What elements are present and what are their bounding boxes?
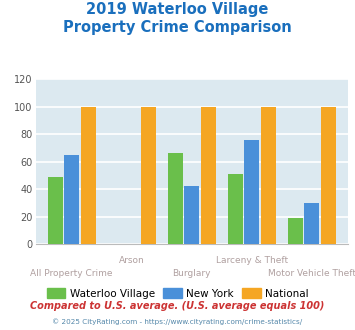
Text: Motor Vehicle Theft: Motor Vehicle Theft xyxy=(268,269,355,278)
Bar xyxy=(64,155,79,244)
Bar xyxy=(288,218,303,244)
Text: 2019 Waterloo Village: 2019 Waterloo Village xyxy=(86,2,269,16)
Legend: Waterloo Village, New York, National: Waterloo Village, New York, National xyxy=(43,284,312,303)
Bar xyxy=(304,203,320,244)
Text: Arson: Arson xyxy=(119,256,144,265)
Bar xyxy=(81,107,95,244)
Bar xyxy=(261,107,276,244)
Bar xyxy=(228,174,243,244)
Bar xyxy=(321,107,336,244)
Text: Larceny & Theft: Larceny & Theft xyxy=(216,256,288,265)
Bar xyxy=(48,177,62,244)
Text: All Property Crime: All Property Crime xyxy=(30,269,113,278)
Bar xyxy=(168,153,183,244)
Text: Property Crime Comparison: Property Crime Comparison xyxy=(63,20,292,35)
Bar xyxy=(201,107,216,244)
Text: Compared to U.S. average. (U.S. average equals 100): Compared to U.S. average. (U.S. average … xyxy=(30,301,325,311)
Bar xyxy=(244,140,259,244)
Bar xyxy=(184,186,199,244)
Text: Burglary: Burglary xyxy=(173,269,211,278)
Text: © 2025 CityRating.com - https://www.cityrating.com/crime-statistics/: © 2025 CityRating.com - https://www.city… xyxy=(53,318,302,325)
Bar xyxy=(141,107,155,244)
